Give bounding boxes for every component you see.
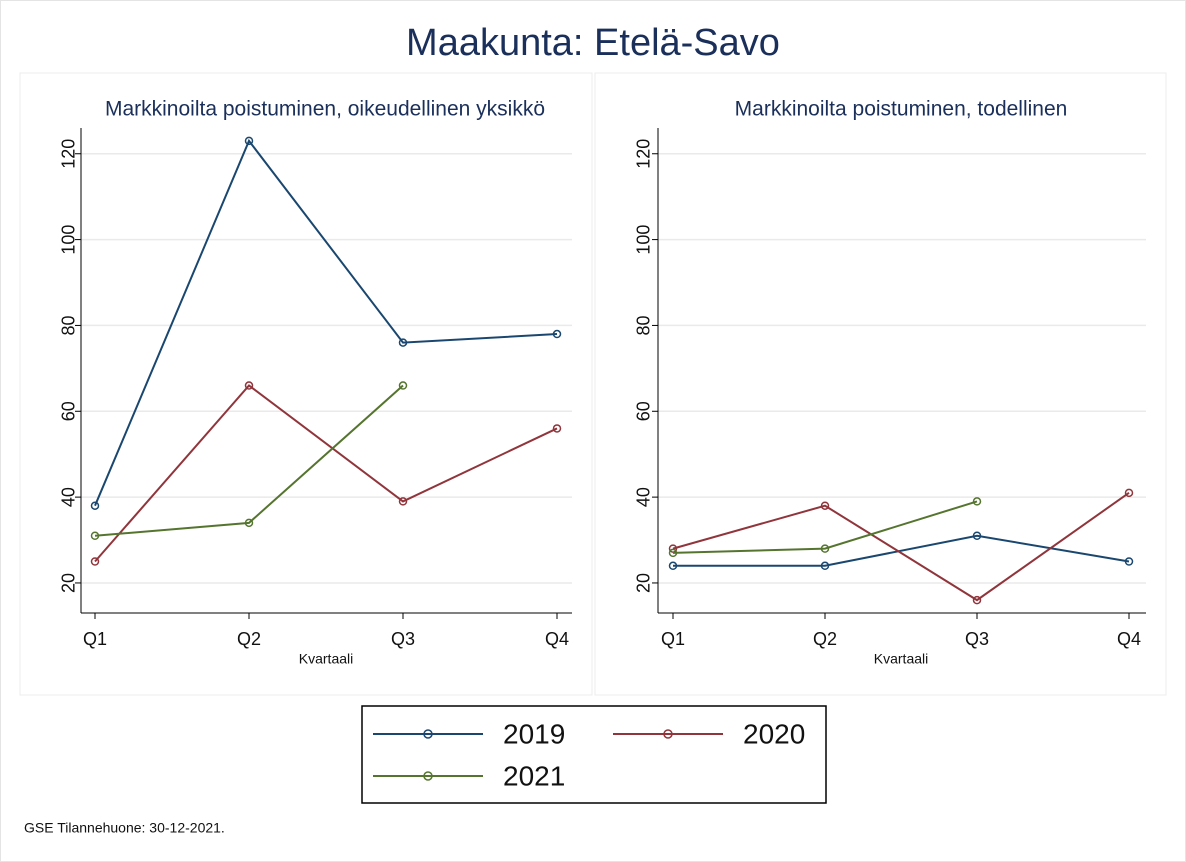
y-tick-label: 80 [634, 315, 654, 335]
y-tick-label: 100 [634, 225, 654, 255]
panel [19, 72, 593, 696]
legend-label: 2019 [503, 718, 565, 749]
panel-title: Markkinoilta poistuminen, todellinen [735, 98, 1068, 121]
legend-box [361, 705, 827, 804]
x-tick-label: Q3 [391, 629, 415, 649]
x-axis-label: Kvartaali [299, 651, 353, 667]
point [820, 561, 830, 571]
y-tick-label: 100 [59, 225, 79, 255]
y-tick-label: 120 [634, 139, 654, 169]
point [398, 338, 408, 347]
series-line [672, 492, 1130, 602]
point [90, 531, 100, 540]
y-tick-label: 120 [59, 139, 79, 169]
point [90, 501, 100, 510]
point [1124, 557, 1134, 566]
point [244, 136, 254, 146]
page-title: Maakunta: Etelä-Savo [406, 22, 780, 64]
point [398, 381, 408, 390]
point [1124, 488, 1134, 498]
panel [594, 72, 1167, 696]
x-tick-label: Q4 [545, 629, 569, 649]
point [552, 329, 562, 339]
series-line [94, 384, 558, 563]
x-axis-label: Kvartaali [874, 651, 928, 667]
point [552, 424, 562, 433]
x-tick-label: Q1 [83, 629, 107, 649]
legend-marker [423, 771, 433, 781]
y-tick-label: 60 [634, 401, 654, 421]
y-tick-label: 60 [59, 401, 79, 421]
point [244, 518, 254, 528]
point [90, 557, 100, 566]
series-line [94, 138, 558, 507]
x-tick-label: Q4 [1117, 629, 1141, 649]
point [244, 381, 254, 390]
y-tick-label: 20 [634, 573, 654, 593]
x-tick-label: Q2 [237, 629, 261, 649]
series-line [672, 500, 978, 554]
point [398, 497, 408, 506]
point [668, 548, 678, 558]
y-tick-label: 20 [59, 573, 79, 593]
series-line [94, 384, 404, 537]
panel-title: Markkinoilta poistuminen, oikeudellinen … [105, 98, 545, 121]
legend-marker [663, 729, 673, 739]
point [668, 561, 678, 571]
legend-label: 2020 [743, 718, 805, 749]
y-tick-label: 80 [59, 315, 79, 335]
point [972, 497, 982, 506]
x-tick-label: Q1 [661, 629, 685, 649]
y-tick-label: 40 [634, 487, 654, 507]
series-line [673, 534, 1130, 567]
point [820, 501, 830, 510]
x-tick-label: Q2 [813, 629, 837, 649]
point [820, 544, 830, 553]
point [972, 531, 982, 540]
y-tick-label: 40 [59, 487, 79, 507]
legend-marker [423, 729, 433, 739]
point [972, 595, 982, 605]
legend-label: 2021 [503, 760, 565, 791]
note: GSE Tilannehuone: 30-12-2021. [24, 820, 225, 836]
x-tick-label: Q3 [965, 629, 989, 649]
